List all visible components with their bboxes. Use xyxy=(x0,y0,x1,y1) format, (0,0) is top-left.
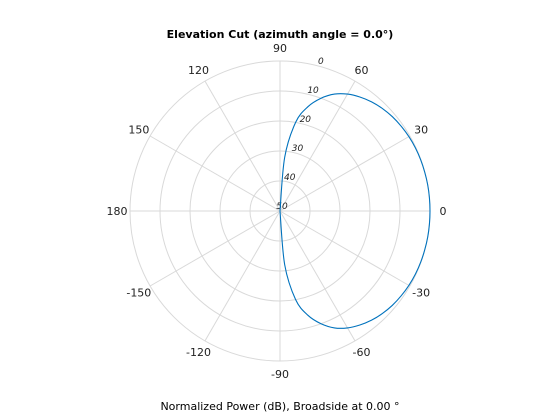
angle-tick-label: -120 xyxy=(186,346,211,359)
grid-spoke--150 xyxy=(149,210,281,287)
x-axis-label: Normalized Power (dB), Broadside at 0.00… xyxy=(160,400,399,413)
radial-tick-label: 10 xyxy=(307,86,319,96)
grid-spoke-120 xyxy=(204,80,281,212)
grid-spoke-150 xyxy=(149,135,281,212)
radial-tick-label: 30 xyxy=(292,144,304,154)
grid-spoke--30 xyxy=(279,210,411,287)
grid-spoke--120 xyxy=(204,210,281,342)
angle-tick-label: 180 xyxy=(107,205,128,218)
radial-tick-label: 20 xyxy=(300,115,312,125)
radial-tick-label: 0 xyxy=(318,57,324,67)
radial-tick-labels: 0 10 20 30 40 50 xyxy=(276,57,324,212)
grid-spoke-60 xyxy=(279,80,356,212)
angle-tick-label: 0 xyxy=(440,205,447,218)
grid-spoke--60 xyxy=(279,210,356,342)
series-layer xyxy=(279,93,431,329)
angle-tick-label: 90 xyxy=(273,42,287,55)
angle-tick-label: -150 xyxy=(126,287,151,300)
angle-tick-label: 150 xyxy=(128,124,149,137)
polar-grid xyxy=(129,60,431,362)
angle-tick-label: -60 xyxy=(353,346,371,359)
angle-tick-label: 120 xyxy=(188,64,209,77)
radial-tick-label: 40 xyxy=(284,173,296,183)
series-line-0 xyxy=(279,93,431,329)
grid-spoke-30 xyxy=(279,135,411,212)
chart-title: Elevation Cut (azimuth angle = 0.0°) xyxy=(167,28,394,41)
radial-tick-label: 50 xyxy=(276,202,288,212)
angle-tick-label: -30 xyxy=(412,287,430,300)
angle-tick-labels: 90 60 30 0 -30 -60 -90 -120 -150 180 150 120 xyxy=(107,42,447,381)
angle-tick-label: 30 xyxy=(414,124,428,137)
angle-tick-label: 60 xyxy=(355,64,369,77)
angle-tick-label: -90 xyxy=(271,368,289,381)
